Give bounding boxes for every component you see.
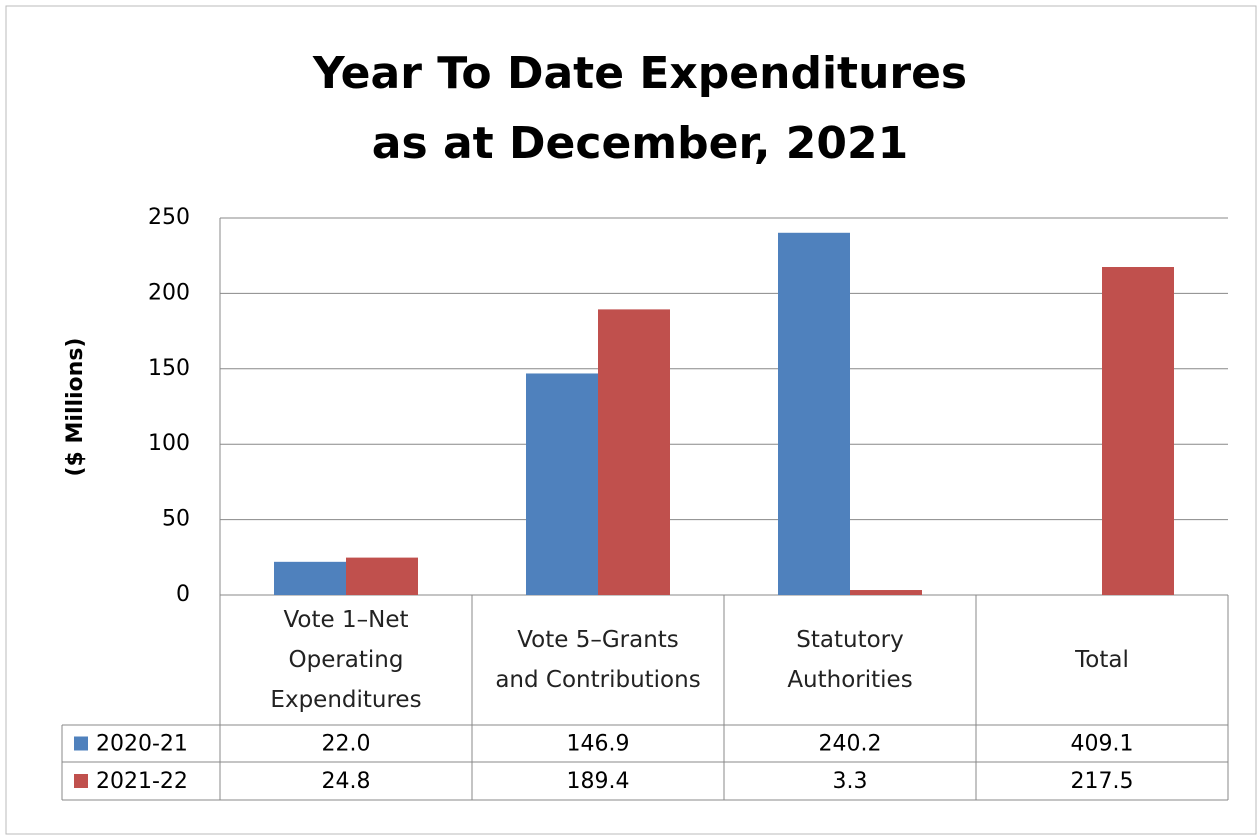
table-value: 240.2 xyxy=(819,732,882,757)
bar xyxy=(274,561,346,595)
bar xyxy=(1102,267,1174,595)
bar xyxy=(526,373,598,595)
x-tick-label: Total xyxy=(1075,647,1129,673)
bar xyxy=(850,590,922,595)
table-value: 217.5 xyxy=(1071,769,1134,794)
x-tick-label: Vote 1–Net Operating Expenditures xyxy=(270,607,422,713)
bar xyxy=(598,309,670,595)
table-value: 189.4 xyxy=(567,769,630,794)
bar xyxy=(346,557,418,595)
y-tick-label: 250 xyxy=(148,205,190,230)
legend-swatch xyxy=(74,774,88,788)
table-value: 22.0 xyxy=(322,732,371,757)
y-tick-label: 0 xyxy=(176,582,190,607)
table-value: 24.8 xyxy=(322,769,371,794)
x-tick-label: Statutory Authorities xyxy=(787,627,913,693)
category-cell: Total xyxy=(1075,647,1129,673)
legend-label: 2021-22 xyxy=(96,769,188,794)
bar xyxy=(778,232,850,596)
category-cell: Vote 1–Net Operating Expenditures xyxy=(270,607,422,713)
y-axis-label: ($ Millions) xyxy=(63,337,88,476)
legend-label: 2020-21 xyxy=(96,732,188,757)
category-cell: Vote 5–Grants and Contributions xyxy=(495,627,701,693)
y-tick-label: 200 xyxy=(148,280,190,305)
chart-title: Year To Date Expenditures xyxy=(312,48,967,99)
y-tick-label: 50 xyxy=(162,507,190,532)
table-value: 146.9 xyxy=(567,732,630,757)
y-tick-label: 100 xyxy=(148,431,190,456)
chart-title: as at December, 2021 xyxy=(372,118,908,169)
y-tick-label: 150 xyxy=(148,356,190,381)
x-tick-label: Vote 5–Grants and Contributions xyxy=(495,627,701,693)
table-value: 3.3 xyxy=(833,769,868,794)
legend-swatch xyxy=(74,736,88,751)
category-cell: Statutory Authorities xyxy=(787,627,913,693)
table-value: 409.1 xyxy=(1071,732,1134,757)
